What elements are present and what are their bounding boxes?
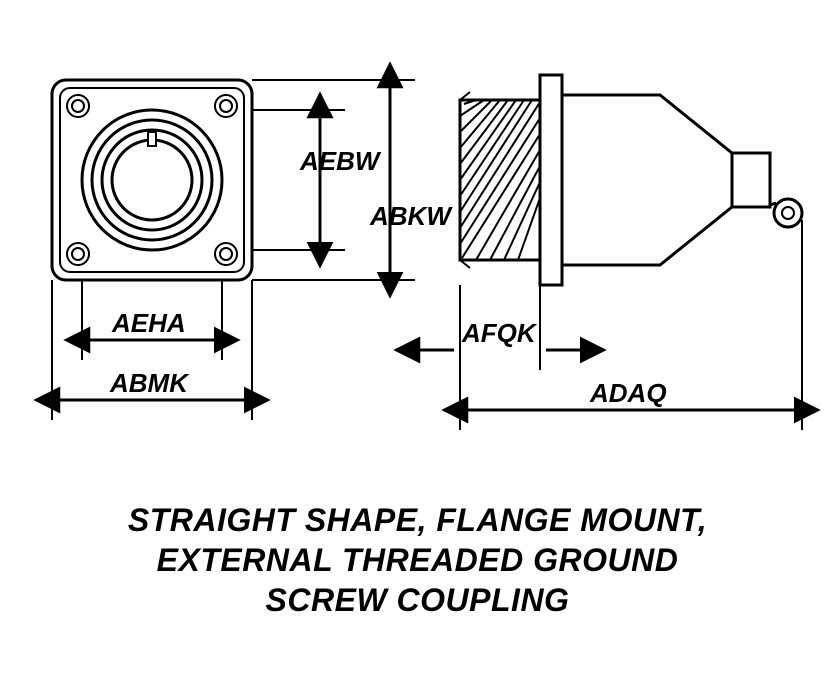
dim-adaq-label: ADAQ <box>589 378 667 408</box>
title-line-1: STRAIGHT SHAPE, FLANGE MOUNT, <box>0 500 835 540</box>
dim-aebw-label: AEBW <box>299 146 382 176</box>
title-line-2: EXTERNAL THREADED GROUND <box>0 540 835 580</box>
keyway <box>148 132 156 146</box>
title-line-3: SCREW COUPLING <box>0 580 835 620</box>
dim-aeha-label: AEHA <box>111 308 186 338</box>
flange-plate <box>540 75 562 285</box>
dim-afqk-label: AFQK <box>461 318 538 348</box>
title-block: STRAIGHT SHAPE, FLANGE MOUNT, EXTERNAL T… <box>0 500 835 620</box>
ground-screw-lug <box>770 199 802 227</box>
body-shell <box>562 95 770 265</box>
side-view <box>460 75 802 285</box>
front-view <box>52 80 252 280</box>
thread-section <box>460 92 540 268</box>
dim-aeha: AEHA <box>82 280 222 360</box>
dim-abmk-label: ABMK <box>109 368 190 398</box>
dim-aebw: AEBW <box>252 110 382 250</box>
dim-afqk: AFQK <box>418 285 582 370</box>
dim-abkw-label: ABKW <box>369 201 453 231</box>
